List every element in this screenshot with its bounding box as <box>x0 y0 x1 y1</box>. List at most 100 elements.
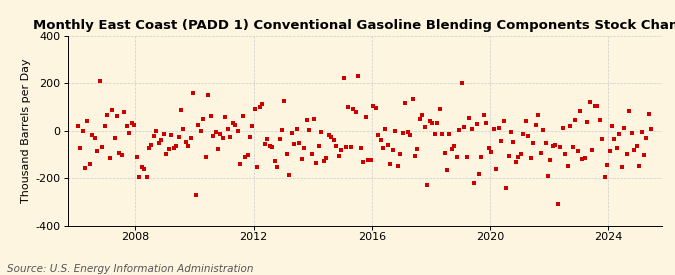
Point <box>523 134 534 138</box>
Point <box>301 118 312 122</box>
Point <box>528 141 539 145</box>
Point <box>304 128 315 132</box>
Point <box>646 127 657 131</box>
Point <box>636 130 647 134</box>
Point <box>510 160 521 164</box>
Point <box>441 168 452 172</box>
Point <box>498 119 509 124</box>
Point <box>427 120 437 125</box>
Point <box>609 137 620 141</box>
Point <box>286 130 297 135</box>
Point <box>180 140 191 144</box>
Point <box>417 113 428 117</box>
Point <box>341 145 352 149</box>
Point <box>294 141 304 145</box>
Point <box>459 125 470 129</box>
Point <box>447 147 458 151</box>
Point <box>495 139 506 143</box>
Point <box>225 135 236 139</box>
Point <box>370 105 381 110</box>
Point <box>612 146 622 150</box>
Point <box>429 132 440 137</box>
Point <box>476 155 487 159</box>
Point <box>599 175 610 179</box>
Point <box>387 148 398 152</box>
Point <box>452 155 462 159</box>
Point <box>516 152 526 157</box>
Point <box>227 120 238 125</box>
Point <box>464 116 475 121</box>
Point <box>265 144 275 148</box>
Point <box>126 121 137 125</box>
Point <box>643 112 654 116</box>
Point <box>535 151 546 155</box>
Point <box>156 138 167 142</box>
Point <box>331 144 342 148</box>
Point <box>491 167 502 172</box>
Point <box>213 147 223 151</box>
Point <box>109 136 120 140</box>
Point <box>449 144 460 148</box>
Point <box>461 155 472 159</box>
Point <box>136 165 147 169</box>
Point <box>200 155 211 159</box>
Point <box>570 118 580 123</box>
Point <box>577 157 588 161</box>
Point <box>419 125 430 129</box>
Point <box>220 115 231 120</box>
Point <box>338 75 349 80</box>
Point <box>176 108 186 112</box>
Point <box>380 126 391 131</box>
Point <box>360 115 371 119</box>
Point <box>466 127 477 132</box>
Point <box>368 104 379 109</box>
Point <box>377 146 388 150</box>
Point <box>486 150 497 154</box>
Point <box>383 142 394 147</box>
Point <box>240 155 250 160</box>
Point <box>284 173 295 177</box>
Point <box>520 119 531 123</box>
Point <box>333 154 344 158</box>
Point <box>390 128 401 133</box>
Point <box>171 144 182 148</box>
Point <box>124 131 135 135</box>
Point <box>173 135 184 140</box>
Point <box>607 124 618 128</box>
Point <box>412 147 423 152</box>
Point <box>626 130 637 135</box>
Point <box>183 144 194 149</box>
Point <box>146 143 157 148</box>
Point <box>230 123 240 127</box>
Point <box>104 156 115 161</box>
Point <box>604 148 615 153</box>
Point <box>468 180 479 185</box>
Point <box>641 135 652 140</box>
Point <box>565 123 576 128</box>
Point <box>552 202 563 206</box>
Point <box>198 117 209 121</box>
Point <box>513 155 524 160</box>
Point <box>217 136 228 140</box>
Point <box>153 141 164 145</box>
Point <box>215 132 226 137</box>
Point <box>395 152 406 156</box>
Point <box>582 120 593 124</box>
Point <box>252 165 263 170</box>
Point <box>195 129 206 133</box>
Point <box>558 126 568 131</box>
Point <box>267 145 277 149</box>
Point <box>193 123 204 127</box>
Point <box>398 131 408 135</box>
Point <box>274 137 285 141</box>
Point <box>271 165 282 170</box>
Point <box>631 143 642 148</box>
Point <box>518 132 529 137</box>
Point <box>493 125 504 130</box>
Point <box>326 135 337 139</box>
Point <box>190 193 201 197</box>
Point <box>404 133 415 137</box>
Point <box>506 129 516 134</box>
Point <box>132 155 142 160</box>
Point <box>161 152 171 156</box>
